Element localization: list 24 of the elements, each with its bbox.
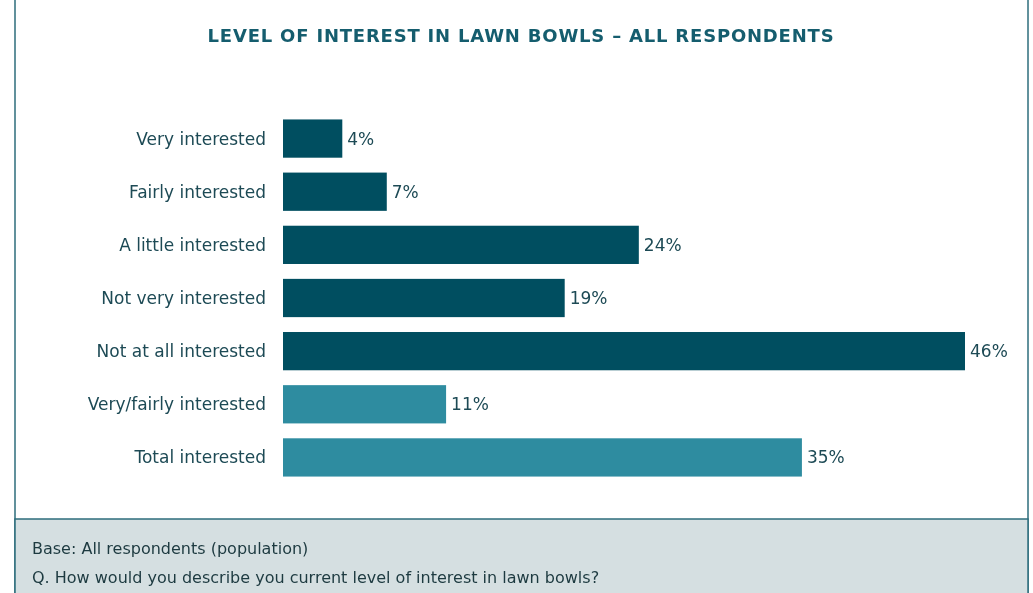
bar: [283, 332, 965, 371]
data-label: 19%: [569, 287, 608, 308]
y-tick-label: Very/fairly interested: [87, 394, 266, 415]
y-tick-label: A little interested: [119, 234, 266, 255]
data-label: 4%: [347, 128, 375, 149]
data-label: 35%: [806, 447, 845, 468]
text: Base: All respondents (population): [32, 539, 309, 558]
y-tick-label: Fairly interested: [128, 181, 266, 202]
bar: [283, 119, 343, 158]
y-tick-label: Total interested: [133, 447, 266, 468]
data-label: 7%: [391, 181, 419, 202]
y-tick-label: Not very interested: [101, 287, 266, 308]
text: Q. How would you describe you current level of interest in lawn bowls?: [32, 568, 600, 587]
bar: [283, 225, 639, 264]
chart-title: LEVEL OF INTEREST IN LAWN BOWLS – ALL RESPONDENTS: [207, 25, 835, 46]
bar: [283, 278, 565, 318]
bar: [283, 385, 447, 424]
y-tick-label: Very interested: [136, 128, 266, 149]
data-label: 46%: [970, 341, 1008, 362]
bar: [283, 172, 387, 211]
data-label: 11%: [451, 394, 489, 415]
data-label: 24%: [643, 234, 682, 255]
y-tick-label: Not at all interested: [96, 341, 266, 362]
bar: [283, 438, 802, 477]
